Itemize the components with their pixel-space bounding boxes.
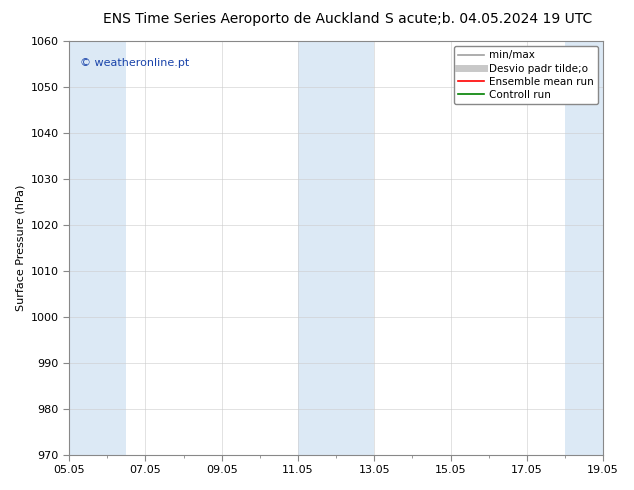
Legend: min/max, Desvio padr tilde;o, Ensemble mean run, Controll run: min/max, Desvio padr tilde;o, Ensemble m… [453,46,598,104]
Text: S acute;b. 04.05.2024 19 UTC: S acute;b. 04.05.2024 19 UTC [385,12,592,26]
Text: ENS Time Series Aeroporto de Auckland: ENS Time Series Aeroporto de Auckland [103,12,379,26]
Bar [298,41,374,455]
Text: © weatheronline.pt: © weatheronline.pt [80,58,189,68]
Bar [565,41,603,455]
Y-axis label: Surface Pressure (hPa): Surface Pressure (hPa) [15,185,25,311]
Bar [69,41,126,455]
